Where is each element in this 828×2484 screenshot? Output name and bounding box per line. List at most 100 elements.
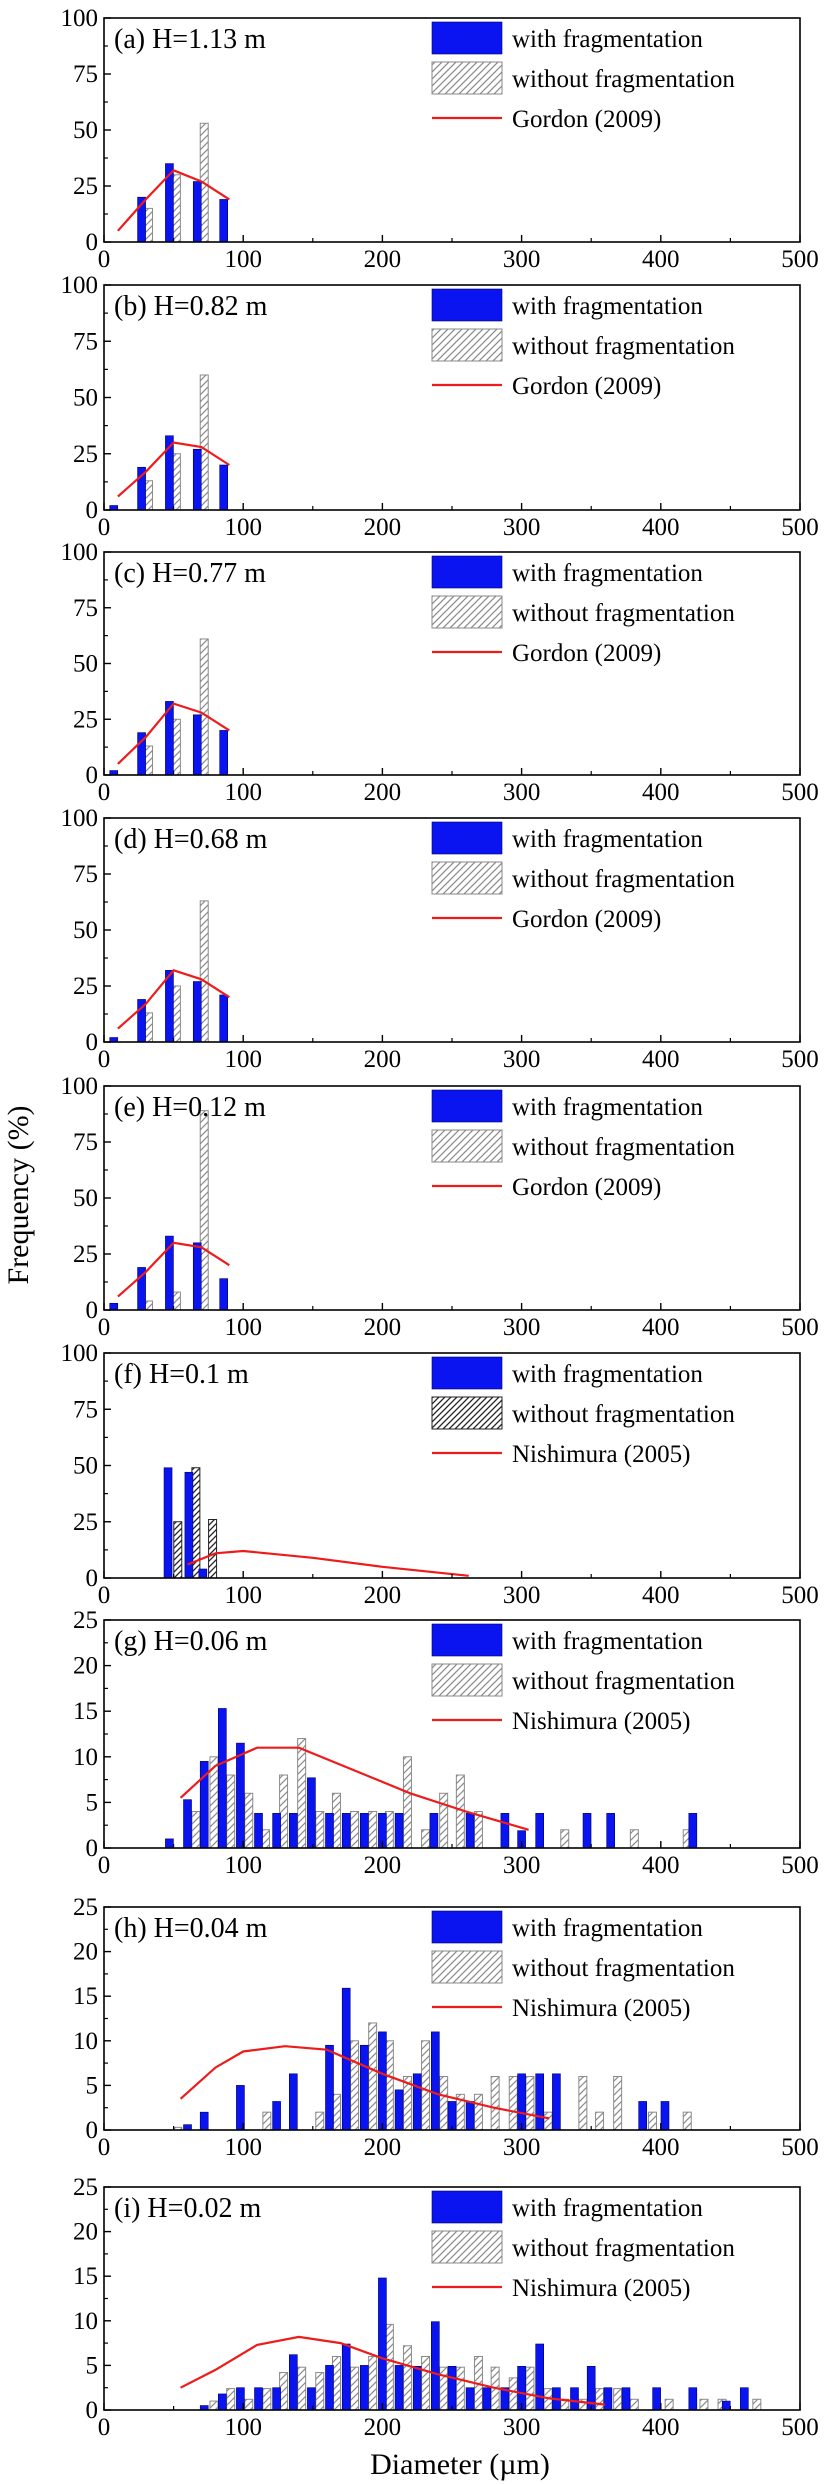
bar-with-fragmentation	[341, 2343, 351, 2411]
bar-with-fragmentation	[570, 2387, 579, 2411]
bar-with-fragmentation	[163, 1467, 173, 1579]
x-tick-label: 0	[98, 2414, 111, 2441]
chart-panel: 0 100 200 300 400 500 0 25 50 75 100 (c) H=0.77 m wi…	[61, 539, 819, 806]
bar-with-fragmentation	[517, 2073, 526, 2131]
x-tick-label: 100	[224, 1852, 262, 1879]
bar-with-fragmentation	[394, 2365, 404, 2411]
bar-with-fragmentation	[465, 1813, 475, 1849]
bar-without-fragmentation	[455, 2366, 465, 2411]
legend-with-label: with fragmentation	[512, 1915, 703, 1942]
bar-without-fragmentation	[508, 2377, 518, 2411]
x-tick-label: 400	[642, 1852, 680, 1879]
bar-with-fragmentation	[219, 1278, 229, 1311]
y-tick-label: 0	[86, 2397, 99, 2424]
bar-without-fragmentation	[226, 2388, 236, 2411]
panel-title: (e) H=0.12 m	[114, 1092, 266, 1123]
bar-with-fragmentation	[535, 1813, 544, 1849]
y-tick-label: 10	[73, 2028, 98, 2055]
chart-panel: 0 100 200 300 400 500 0 25 50 75 100 (b) H=0.82 m wi…	[61, 272, 819, 541]
legend-fit-label: Gordon (2009)	[512, 106, 661, 133]
bar-with-fragmentation	[740, 2387, 749, 2411]
chart-panel: 0 100 200 300 400 500 0 25 50 75 100 (d) H=0.68 m wi…	[61, 805, 819, 1073]
bar-without-fragmentation	[208, 1519, 218, 1579]
bar-with-fragmentation	[721, 2400, 731, 2411]
y-tick-label: 25	[73, 706, 98, 733]
bar-without-fragmentation	[560, 1829, 570, 1849]
y-tick-label: 25	[73, 1241, 98, 1268]
legend-swatch-without	[431, 1129, 503, 1163]
legend-without-label: without fragmentation	[512, 1955, 735, 1982]
bar-without-fragmentation	[402, 2345, 412, 2411]
bar-with-fragmentation	[325, 2044, 334, 2131]
x-tick-label: 400	[642, 779, 680, 806]
bar-with-fragmentation	[535, 2343, 544, 2411]
y-tick-label: 75	[73, 861, 98, 888]
fit-line	[117, 441, 230, 498]
bar-without-fragmentation	[490, 2075, 500, 2131]
x-tick-label: 0	[98, 779, 111, 806]
fit-line	[117, 702, 230, 765]
legend-without-label: without fragmentation	[512, 66, 735, 93]
bar-with-fragmentation	[219, 994, 229, 1043]
chart-panel: 0 100 200 300 400 500 0 25 50 75 100 (a) H=1.13 m wi…	[61, 5, 819, 273]
fit-line	[187, 1549, 469, 1577]
x-tick-label: 100	[224, 2134, 262, 2161]
y-tick-label: 25	[73, 2174, 98, 2201]
x-tick-label: 500	[781, 1314, 819, 1341]
legend-swatch-with	[431, 1623, 503, 1657]
bar-without-fragmentation	[543, 2111, 553, 2131]
y-tick-label: 75	[73, 1129, 98, 1156]
legend-without-label: without fragmentation	[512, 1668, 735, 1695]
y-tick-label: 25	[73, 973, 98, 1000]
x-tick-label: 200	[364, 2134, 402, 2161]
x-tick-label: 100	[224, 1046, 262, 1073]
bar-without-fragmentation	[173, 1521, 183, 1579]
panel-title: (a) H=1.13 m	[114, 24, 266, 55]
x-tick-label: 400	[642, 2414, 680, 2441]
x-tick-label: 0	[98, 1046, 111, 1073]
x-tick-label: 200	[364, 514, 402, 541]
bar-with-fragmentation	[430, 2321, 440, 2411]
bar-without-fragmentation	[682, 2111, 692, 2131]
legend-with-label: with fragmentation	[512, 293, 703, 320]
x-tick-label: 500	[781, 1582, 819, 1609]
chart-panel: 0 100 200 300 400 500 0 5 10 15 20 25 (g) H=0.06 m wi…	[73, 1607, 819, 1879]
fit-line	[179, 1746, 529, 1831]
bar-with-fragmentation	[429, 1813, 439, 1849]
y-tick-label: 50	[73, 917, 98, 944]
y-tick-label: 0	[86, 2117, 99, 2144]
x-tick-label: 300	[503, 1046, 541, 1073]
bar-without-fragmentation	[664, 2398, 674, 2411]
bar-without-fragmentation	[402, 1756, 412, 1849]
y-tick-label: 50	[73, 1453, 98, 1480]
x-tick-label: 400	[642, 2134, 680, 2161]
y-tick-label: 0	[86, 1835, 99, 1862]
y-tick-label: 50	[73, 117, 98, 144]
legend-without-label: without fragmentation	[512, 333, 735, 360]
bar-with-fragmentation	[307, 2387, 316, 2411]
legend-with-label: with fragmentation	[512, 560, 703, 587]
bar-without-fragmentation	[752, 2398, 762, 2411]
x-tick-label: 0	[98, 1852, 111, 1879]
bar-with-fragmentation	[192, 1242, 202, 1311]
legend-fit-label: Nishimura (2005)	[512, 1708, 690, 1735]
panel-title: (g) H=0.06 m	[114, 1626, 268, 1657]
bar-with-fragmentation	[606, 1813, 615, 1849]
x-tick-label: 200	[364, 1046, 402, 1073]
bar-with-fragmentation	[272, 2101, 281, 2131]
x-tick-label: 100	[224, 246, 262, 273]
bar-with-fragmentation	[254, 2387, 263, 2411]
y-tick-label: 0	[86, 1565, 99, 1592]
bar-with-fragmentation	[192, 981, 202, 1043]
x-tick-label: 500	[781, 1852, 819, 1879]
y-tick-label: 100	[61, 5, 99, 32]
bar-with-fragmentation	[325, 2365, 334, 2411]
bar-without-fragmentation	[613, 2388, 623, 2411]
x-tick-label: 300	[503, 1314, 541, 1341]
bar-with-fragmentation	[289, 1813, 298, 1849]
fit-line	[180, 2335, 606, 2406]
bar-without-fragmentation	[244, 2398, 254, 2411]
y-tick-label: 15	[73, 2263, 98, 2290]
fit-line	[117, 1241, 230, 1298]
